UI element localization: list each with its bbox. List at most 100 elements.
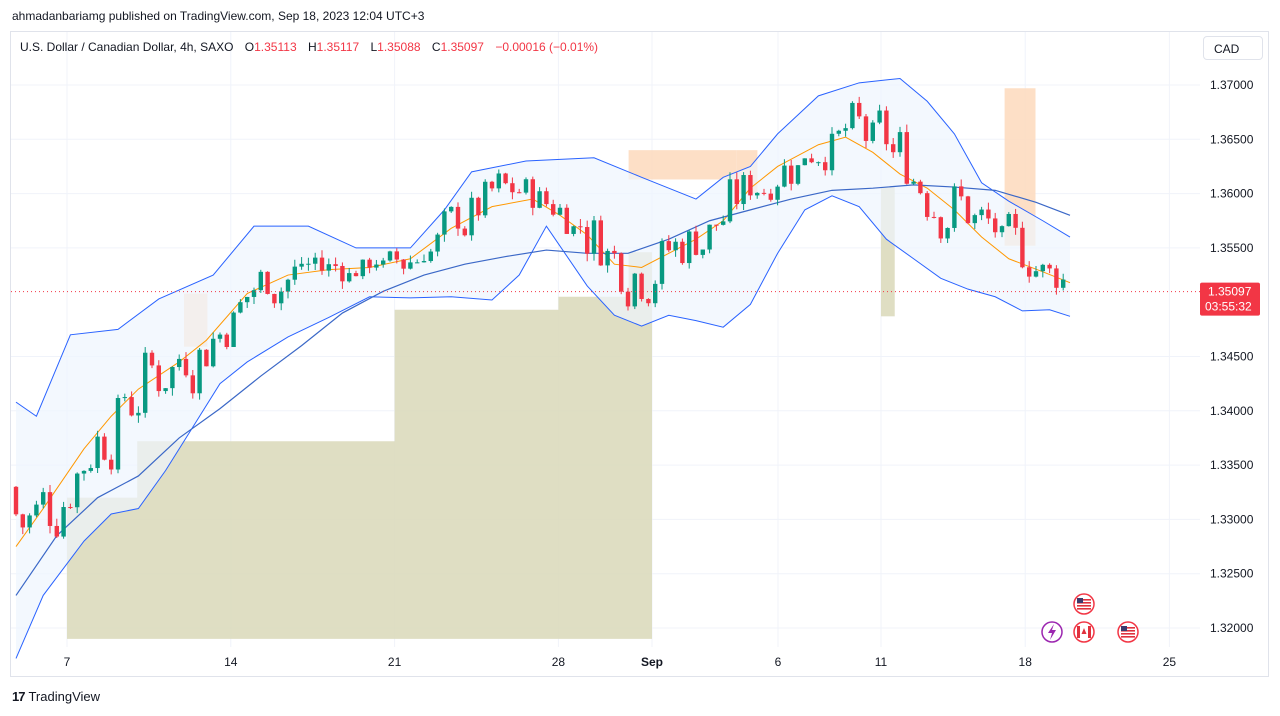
candle-body	[231, 312, 236, 348]
candle-body	[163, 388, 168, 392]
candle-body	[61, 507, 66, 537]
y-axis-tick-label: 1.32500	[1210, 567, 1254, 581]
candle-body	[394, 251, 399, 260]
candle-body	[122, 397, 127, 399]
candle-body	[360, 259, 365, 277]
candle-body	[585, 227, 590, 254]
us-flag-icon[interactable]	[1073, 593, 1095, 615]
candle-body	[1061, 279, 1066, 288]
candle-body	[734, 179, 739, 205]
candle-body	[251, 290, 257, 297]
event-icons	[1041, 593, 1139, 643]
candle-body	[517, 192, 522, 194]
candle-body	[75, 473, 80, 508]
candle-body	[313, 257, 318, 264]
x-axis-tick-label: 14	[224, 655, 238, 669]
x-axis-tick-label: Sep	[641, 655, 663, 669]
candle-body	[401, 259, 406, 269]
candle-body	[748, 175, 753, 196]
candle-body	[204, 349, 209, 367]
candle-body	[714, 224, 719, 226]
candle-body	[578, 226, 583, 228]
tradingview-logo-icon: 17	[12, 689, 26, 704]
candle-body	[986, 209, 991, 219]
price-label-box	[1200, 282, 1260, 316]
candle-body	[27, 515, 32, 528]
candle-body	[13, 486, 19, 515]
candle-body	[54, 525, 59, 537]
lightning-icon[interactable]	[1041, 621, 1063, 643]
price-countdown: 03:55:32	[1205, 300, 1252, 314]
candle-body	[925, 193, 930, 217]
chart-frame[interactable]	[10, 31, 1269, 677]
currency-button[interactable]: CAD	[1203, 36, 1263, 60]
candle-body	[625, 291, 631, 307]
candle-body	[544, 191, 549, 205]
candle-body	[999, 226, 1005, 233]
canada-flag-icon[interactable]	[1073, 621, 1095, 643]
candle-body	[857, 102, 862, 117]
candle-body	[823, 162, 828, 171]
candle-body	[374, 264, 379, 268]
candle-body	[768, 193, 773, 200]
candle-body	[265, 271, 270, 294]
y-axis-tick-label: 1.35500	[1210, 241, 1254, 255]
candle-body	[449, 206, 454, 212]
candle-body	[884, 110, 889, 145]
candle-body	[129, 397, 134, 416]
y-axis-tick-label: 1.34500	[1210, 350, 1254, 364]
candle-body	[81, 470, 87, 474]
candle-body	[775, 186, 780, 200]
candle-body	[680, 241, 685, 264]
candle-body	[353, 273, 359, 277]
candle-body	[224, 334, 229, 348]
candle-body	[727, 179, 733, 222]
candle-body	[190, 375, 195, 394]
candle-body	[843, 128, 848, 131]
candle-body	[571, 226, 576, 234]
candle-body	[496, 173, 501, 189]
candle-body	[381, 260, 386, 265]
candle-body	[693, 231, 699, 255]
x-axis-tick-label: 7	[64, 655, 71, 669]
candle-body	[462, 228, 467, 236]
candle-body	[47, 492, 53, 526]
candle-body	[904, 132, 909, 184]
bollinger-upper-line	[15, 77, 1071, 417]
candle-body	[537, 191, 542, 208]
x-axis-tick-label: 25	[1163, 655, 1177, 669]
candle-body	[442, 211, 447, 235]
candle-body	[1033, 271, 1039, 277]
y-axis-tick-label: 1.36000	[1210, 187, 1254, 201]
us-flag-icon[interactable]	[1117, 621, 1139, 643]
candle-body	[136, 412, 141, 416]
candle-body	[993, 218, 998, 233]
candle-body	[238, 302, 243, 313]
high-value: 1.35117	[316, 40, 360, 54]
candle-body	[1040, 264, 1045, 272]
candle-body	[836, 130, 841, 134]
candle-body	[503, 173, 508, 184]
candle-body	[1054, 268, 1059, 288]
supply-zone	[628, 150, 737, 180]
y-axis-tick-label: 1.36500	[1210, 132, 1254, 146]
candle-body	[850, 102, 855, 129]
candle-body	[646, 298, 651, 304]
candle-body	[333, 264, 338, 266]
candle-body	[863, 116, 869, 141]
candle-body	[299, 263, 304, 267]
candle-body	[95, 436, 100, 469]
candle-body	[428, 251, 433, 262]
candle-body	[408, 262, 413, 269]
candle-body	[102, 436, 107, 460]
candle-body	[326, 264, 331, 271]
tradingview-logo[interactable]: 17 TradingView	[12, 689, 100, 704]
x-axis-tick-label: 11	[875, 655, 888, 669]
symbol-title: U.S. Dollar / Canadian Dollar, 4h, SAXO	[20, 40, 234, 54]
long-moving-average	[15, 184, 1071, 596]
candle-body	[483, 181, 488, 216]
candle-body	[598, 220, 603, 266]
candle-body	[530, 179, 535, 208]
candle-body	[183, 358, 189, 376]
